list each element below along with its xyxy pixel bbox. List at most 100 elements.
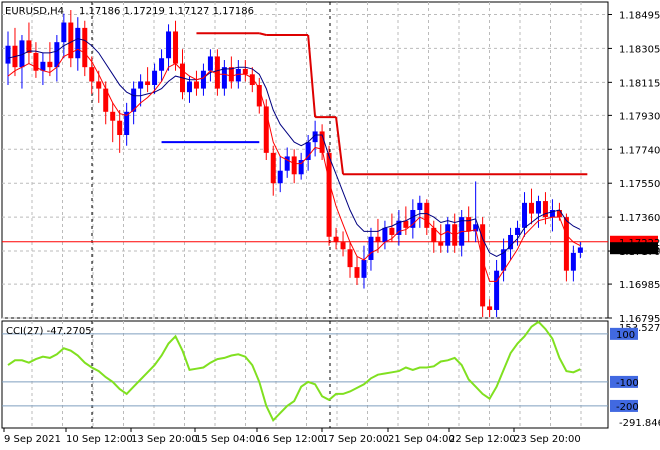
candle-body [193, 81, 199, 89]
candlesticks [5, 10, 583, 318]
cci-level-tag-bg [610, 399, 638, 412]
candle-body [389, 227, 395, 235]
candle-body [312, 131, 318, 143]
candle-body [417, 202, 423, 210]
time-tick-label: 22 Sep 12:00 [449, 434, 516, 445]
axes: 1.18495 1.18305 1.18115 1.17930 1.17740 1.175… [3, 10, 660, 445]
candle-body [403, 220, 409, 228]
symbol-label: EURUSD,H4 [5, 6, 64, 17]
time-tick-label: 23 Sep 20:00 [514, 434, 581, 445]
candle-body [542, 201, 548, 218]
cci-indicator [2, 320, 608, 423]
candle-body [138, 81, 144, 89]
candle-body [333, 236, 339, 243]
candle-body [277, 170, 283, 184]
candle-body [466, 217, 472, 232]
cci-tick-label: -200 [616, 402, 639, 413]
price-tick-label: 1.18115 [619, 78, 660, 89]
candle-body [563, 217, 569, 271]
candle-body [131, 88, 137, 112]
candle-body [445, 224, 451, 246]
candle-body [75, 27, 81, 59]
candle-body [40, 61, 46, 71]
candle-body [522, 202, 528, 228]
candle-body [382, 227, 388, 243]
price-tick-label: 1.17550 [619, 179, 660, 190]
candle-body [19, 40, 25, 68]
candle-body [159, 58, 165, 71]
price-tick-label: 1.17930 [619, 111, 660, 122]
time-tick-label: 15 Sep 04:00 [195, 434, 262, 445]
candle-body [68, 22, 74, 59]
candle-body [508, 234, 514, 250]
candle-body [340, 242, 346, 250]
candle-body [26, 40, 32, 53]
candle-body [410, 209, 416, 228]
stop-line-segment [259, 32, 267, 36]
candle-body [270, 152, 276, 184]
cci-tick-label: -291.8463 [619, 418, 660, 429]
time-tick-label: 21 Sep 04:00 [388, 434, 455, 445]
candle-body [214, 56, 220, 89]
candle-body [396, 220, 402, 235]
time-tick-label: 10 Sep 12:00 [66, 434, 133, 445]
cci-level-tag-bg [610, 375, 638, 388]
stop-line-segment [335, 117, 345, 175]
candle-body [47, 61, 53, 68]
price-tick-label: 1.17360 [619, 213, 660, 224]
candle-body [166, 31, 172, 59]
candle-body [207, 56, 213, 71]
candle-body [228, 67, 234, 82]
candle-body [347, 249, 353, 268]
candle-body [103, 88, 109, 112]
price-tick-label: 1.16795 [619, 314, 660, 325]
candle-body [145, 81, 151, 86]
candle-body [577, 247, 583, 253]
cci-tick-label: 153.5277 [619, 323, 660, 334]
candle-body [186, 81, 192, 93]
stop-line-segment [307, 34, 317, 118]
candle-body [124, 111, 130, 136]
candle-body [501, 249, 507, 271]
candle-body [535, 201, 541, 214]
cci-tick-label: 100 [616, 330, 635, 341]
cci-level-tag-bg [610, 327, 638, 340]
time-tick-label: 13 Sep 20:00 [131, 434, 198, 445]
candle-body [200, 70, 206, 89]
candle-body [284, 156, 290, 171]
time-tick-label: 16 Sep 12:00 [257, 434, 324, 445]
time-tick-label: 17 Sep 20:00 [322, 434, 389, 445]
candle-body [305, 142, 311, 160]
candle-body [529, 202, 534, 214]
candle-body [480, 224, 486, 307]
candle-body [96, 81, 102, 89]
ma-fast-line [7, 48, 581, 282]
cci-line [7, 320, 581, 423]
candle-body [235, 68, 241, 82]
candle-body [424, 202, 430, 228]
price-tick-label: 1.18495 [619, 10, 660, 21]
candle-body [549, 209, 555, 218]
candle-body [515, 227, 521, 235]
candle-body [298, 160, 304, 175]
overlay-lines [2, 32, 608, 243]
candle-body [242, 68, 248, 75]
candle-body [89, 67, 95, 82]
candle-body [221, 67, 227, 89]
candle-body [256, 85, 262, 107]
candle-body [117, 120, 123, 136]
candle-body [473, 224, 479, 232]
candle-body [438, 242, 444, 246]
candle-body [354, 267, 360, 278]
price-tick-label: 1.18305 [619, 44, 660, 55]
candle-body [361, 259, 367, 278]
candle-body [152, 70, 158, 86]
ohlc-readout: 1.17186 1.17219 1.17127 1.17186 [79, 6, 254, 17]
current-price-tag: 1.17186 [619, 244, 660, 255]
candle-body [33, 52, 39, 71]
candle-body [263, 106, 269, 153]
candle-body [368, 236, 374, 260]
candle-body [431, 227, 437, 243]
candle-body [54, 42, 60, 68]
